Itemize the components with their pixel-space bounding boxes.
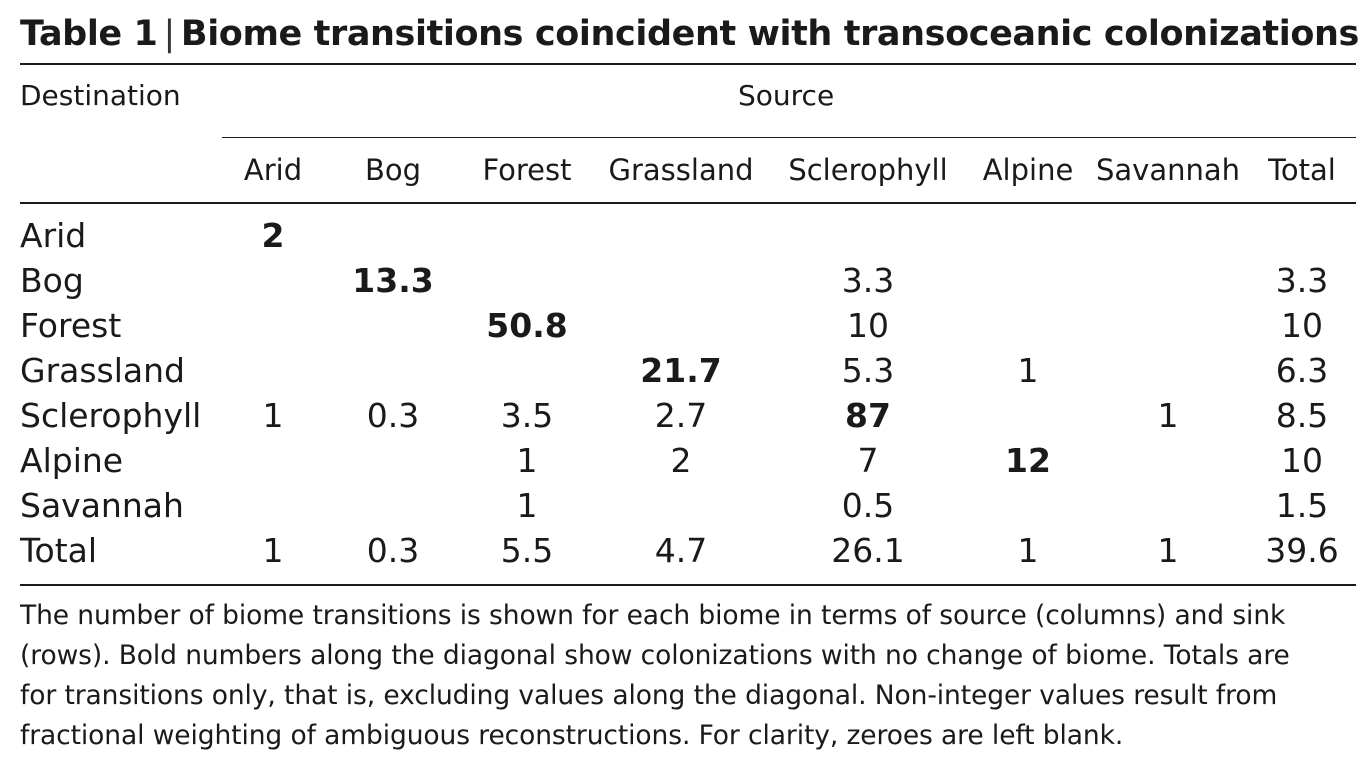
table-cell: 10 (1281, 441, 1323, 480)
row-label-forest: Forest (20, 306, 122, 345)
column-header-total: Total (1268, 153, 1336, 187)
table-cell: 1 (516, 441, 538, 480)
table-footnote: The number of biome transitions is shown… (20, 596, 1360, 756)
table-cell: 0.5 (841, 486, 895, 525)
row-label-bog: Bog (20, 261, 84, 300)
table-cell: 1 (516, 486, 538, 525)
header-rule (20, 202, 1356, 204)
column-header-bog: Bog (364, 153, 422, 187)
table-cell: 10 (847, 306, 889, 345)
row-label-alpine: Alpine (20, 441, 124, 480)
table-cell: 2 (261, 216, 285, 255)
title-separator: | (163, 14, 176, 54)
destination-label: Destination (20, 79, 181, 112)
bottom-rule (20, 584, 1356, 586)
table-cell: 10 (1281, 306, 1323, 345)
table-cell: 13.3 (352, 261, 434, 300)
row-label-arid: Arid (20, 216, 87, 255)
table-cell: 39.6 (1265, 531, 1339, 570)
column-header-arid: Arid (243, 153, 303, 187)
table-cell: 26.1 (831, 531, 905, 570)
source-label: Source (738, 79, 835, 112)
table-cell: 87 (845, 396, 891, 435)
table-cell: 0.3 (366, 396, 420, 435)
table-cell: 1 (1157, 531, 1179, 570)
column-header-sclerophyll: Sclerophyll (788, 153, 948, 187)
footnote-line: for transitions only, that is, excluding… (20, 680, 1278, 711)
row-label-grassland: Grassland (20, 351, 185, 390)
table-cell: 3.5 (500, 396, 554, 435)
footnote-line: (rows). Bold numbers along the diagonal … (20, 640, 1290, 671)
table-cell: 12 (1005, 441, 1051, 480)
footnote-line: fractional weighting of ambiguous recons… (20, 720, 1124, 751)
source-rule (222, 137, 1356, 138)
table-cell: 5.5 (500, 531, 554, 570)
table-cell: 1 (1017, 351, 1039, 390)
table-cell: 21.7 (640, 351, 722, 390)
table-title-text: Biome transitions coincident with transo… (180, 14, 1359, 54)
table-cell: 4.7 (654, 531, 708, 570)
table-title: Table 1 | Biome transitions coincident wit… (20, 10, 1359, 58)
table-cell: 8.5 (1275, 396, 1329, 435)
column-header-alpine: Alpine (982, 153, 1074, 187)
table-cell: 50.8 (486, 306, 568, 345)
table-cell: 1 (262, 531, 284, 570)
table-cell: 0.3 (366, 531, 420, 570)
table-cell: 2 (670, 441, 692, 480)
top-rule (20, 63, 1356, 65)
row-label-savannah: Savannah (20, 486, 184, 525)
table-cell: 1 (1157, 396, 1179, 435)
table-cell: 5.3 (841, 351, 895, 390)
table-cell: 1.5 (1275, 486, 1329, 525)
table-cell: 3.3 (1275, 261, 1329, 300)
table-cell: 1 (262, 396, 284, 435)
table-cell: 3.3 (841, 261, 895, 300)
table-cell: 6.3 (1275, 351, 1329, 390)
row-label-total: Total (20, 531, 98, 570)
table-cell: 2.7 (654, 396, 708, 435)
row-label-sclerophyll: Sclerophyll (20, 396, 202, 435)
column-header-grassland: Grassland (608, 153, 754, 187)
table-cell: 1 (1017, 531, 1039, 570)
table-number: Table 1 (20, 14, 158, 54)
column-header-forest: Forest (482, 153, 572, 187)
table-cell: 7 (857, 441, 879, 480)
column-header-savannah: Savannah (1095, 153, 1241, 187)
footnote-line: The number of biome transitions is shown… (20, 600, 1286, 631)
